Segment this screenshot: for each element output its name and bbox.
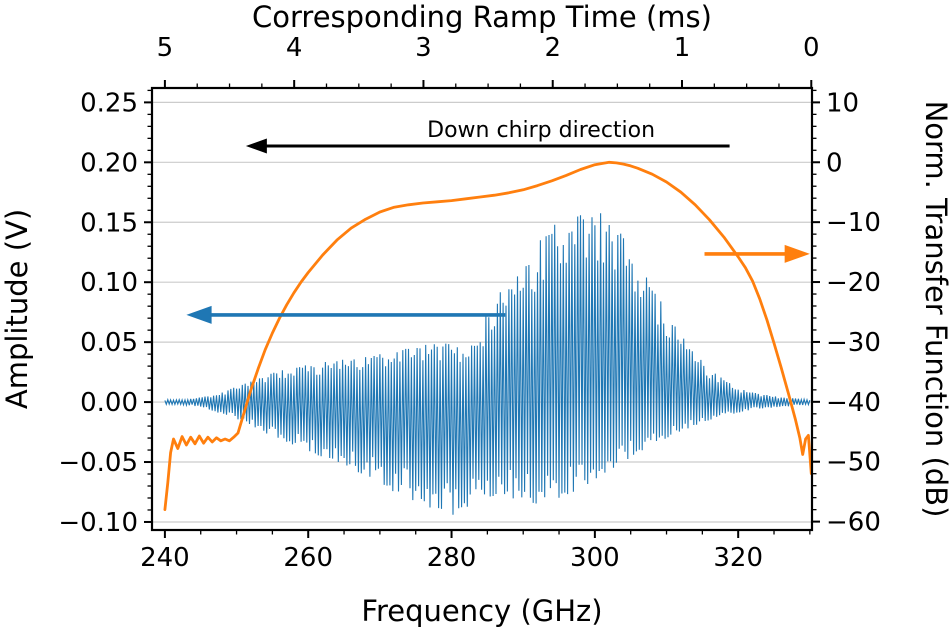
if-signal-trace bbox=[164, 213, 811, 515]
tick-label: −0.10 bbox=[58, 508, 138, 538]
tick-label: 10 bbox=[826, 88, 859, 118]
tick-label: 0.10 bbox=[80, 268, 138, 298]
tick-label: 0.15 bbox=[80, 208, 138, 238]
plot-border bbox=[150, 86, 814, 532]
bottom-axis-label: Frequency (GHz) bbox=[361, 594, 602, 628]
left-axis-label: Amplitude (V) bbox=[0, 209, 34, 409]
tick-label: −30 bbox=[826, 328, 881, 358]
tick-label: 300 bbox=[570, 543, 620, 573]
tick-label: −10 bbox=[826, 208, 881, 238]
tick-label: 5 bbox=[157, 33, 174, 63]
tick-label: 3 bbox=[415, 33, 432, 63]
top-axis-label: Corresponding Ramp Time (ms) bbox=[252, 0, 712, 34]
tick-label: 4 bbox=[286, 33, 303, 63]
tick-label: 2 bbox=[544, 33, 561, 63]
tick-label: 0 bbox=[803, 33, 820, 63]
annotations bbox=[186, 138, 810, 324]
tick-label: 0.20 bbox=[80, 148, 138, 178]
tick-label: 260 bbox=[283, 543, 333, 573]
down-chirp-annotation-label: Down chirp direction bbox=[427, 118, 655, 143]
tick-label: 0.05 bbox=[80, 328, 138, 358]
transfer-axis-arrow-head bbox=[784, 244, 810, 263]
tick-label: −0.05 bbox=[58, 448, 138, 478]
down-chirp-arrow-head bbox=[245, 138, 267, 154]
tick-label: 240 bbox=[140, 543, 190, 573]
amplitude-axis-arrow-head bbox=[186, 305, 212, 324]
tick-label: 0.00 bbox=[80, 388, 138, 418]
tick-label: 320 bbox=[713, 543, 763, 573]
tick-label: −40 bbox=[826, 388, 881, 418]
tick-label: 0 bbox=[826, 148, 843, 178]
tick-label: −20 bbox=[826, 268, 881, 298]
tick-label: 0.25 bbox=[80, 88, 138, 118]
axes-and-ticks bbox=[144, 80, 820, 538]
tick-label: −60 bbox=[826, 508, 881, 538]
tick-label: 1 bbox=[674, 33, 691, 63]
tick-label: 280 bbox=[427, 543, 477, 573]
right-axis-label: Norm. Transfer Function (dB) bbox=[919, 101, 950, 518]
tick-label: −50 bbox=[826, 448, 881, 478]
data-series bbox=[163, 160, 813, 515]
transfer-function-trace bbox=[163, 160, 813, 512]
